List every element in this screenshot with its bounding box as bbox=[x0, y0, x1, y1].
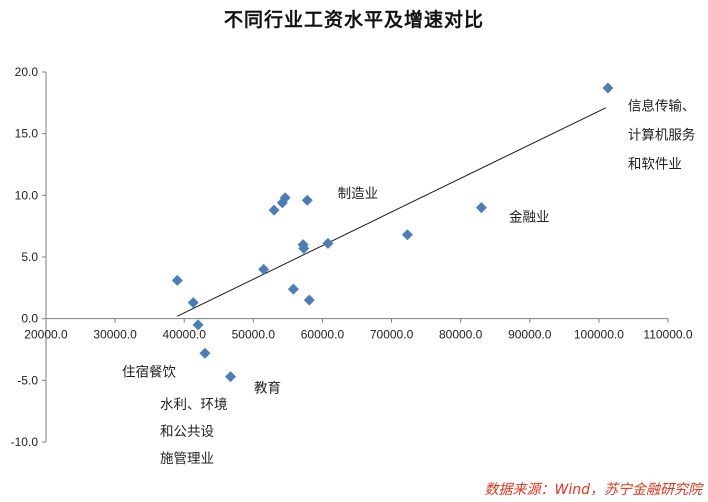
axes bbox=[42, 71, 669, 443]
data-point bbox=[301, 194, 313, 206]
data-point bbox=[298, 242, 310, 254]
x-tick-labels: 20000.0 30000.0 40000.0 50000.0 60000.0 70000… bbox=[24, 328, 693, 342]
data-point bbox=[303, 294, 315, 306]
source-note: 数据来源：Wind，苏宁金融研究院 bbox=[484, 482, 703, 498]
data-point bbox=[268, 204, 280, 216]
data-point bbox=[192, 319, 204, 331]
annotation-label: 计算机服务 bbox=[628, 127, 696, 143]
annotation-label: 和公共设 bbox=[160, 424, 214, 440]
x-tick-label: 90000.0 bbox=[508, 328, 552, 342]
annotation-label: 信息传输、 bbox=[628, 97, 696, 114]
data-point bbox=[279, 192, 291, 204]
x-tick-label: 50000.0 bbox=[232, 328, 276, 342]
x-tick-label: 80000.0 bbox=[439, 328, 483, 342]
y-tick-labels: 20.0 15.0 10.0 5.0 0.0 -5.0 -10.0 bbox=[11, 65, 39, 449]
data-point bbox=[475, 202, 487, 214]
data-point bbox=[199, 347, 211, 359]
x-tick-label: 110000.0 bbox=[643, 328, 692, 342]
data-point bbox=[322, 237, 334, 249]
annotation-label: 教育 bbox=[254, 381, 281, 397]
data-point bbox=[401, 229, 413, 241]
x-tick-label: 40000.0 bbox=[163, 328, 207, 342]
data-point bbox=[602, 82, 614, 94]
data-point bbox=[171, 274, 183, 286]
x-tick-label: 30000.0 bbox=[93, 328, 137, 342]
y-tick-label: 15.0 bbox=[15, 127, 39, 141]
y-tick-label: -5.0 bbox=[17, 373, 38, 387]
trendline-group bbox=[177, 107, 607, 317]
annotation-label: 金融业 bbox=[509, 209, 550, 225]
x-tick-label: 100000.0 bbox=[574, 328, 624, 342]
annotation-label: 施管理业 bbox=[160, 451, 214, 467]
data-points bbox=[171, 82, 614, 383]
data-point bbox=[258, 263, 270, 275]
data-point bbox=[287, 283, 299, 295]
data-point bbox=[225, 371, 237, 383]
y-tick-label: 20.0 bbox=[15, 65, 39, 79]
y-tick-label: 5.0 bbox=[21, 250, 38, 264]
annotation-label: 住宿餐饮 bbox=[122, 364, 176, 381]
x-tick-label: 60000.0 bbox=[301, 328, 345, 342]
y-tick-label: 0.0 bbox=[21, 312, 38, 326]
y-tick-label: -10.0 bbox=[11, 435, 39, 449]
x-tick-label: 20000.0 bbox=[24, 328, 68, 342]
annotation-label: 和软件业 bbox=[628, 156, 682, 172]
chart-title: 不同行业工资水平及增速对比 bbox=[223, 9, 484, 31]
annotation-label: 制造业 bbox=[338, 186, 379, 202]
x-tick-label: 70000.0 bbox=[370, 328, 414, 342]
annotation-label: 水利、环境 bbox=[160, 397, 228, 413]
data-point bbox=[187, 297, 199, 309]
trendline bbox=[177, 107, 607, 317]
y-tick-label: 10.0 bbox=[15, 188, 39, 202]
